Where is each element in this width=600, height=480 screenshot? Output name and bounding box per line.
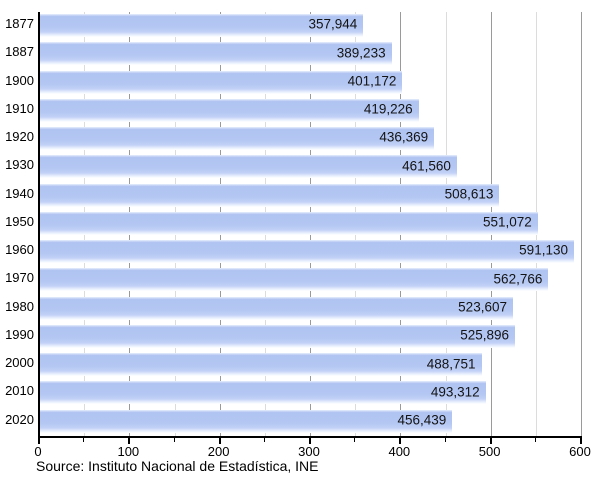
year-label: 1940: [5, 185, 34, 201]
year-label: 1970: [5, 270, 34, 286]
bar-row: 1910 419,226: [5, 97, 582, 125]
year-label: 1980: [5, 298, 34, 314]
bar: 461,560: [40, 155, 457, 179]
bar: 357,944: [40, 14, 364, 37]
bar-value-label: 562,766: [493, 271, 543, 287]
bar: 488,751: [40, 353, 482, 377]
bar-value-label: 461,560: [402, 158, 451, 174]
bar-row: 1990 525,896: [5, 323, 582, 351]
bar-row: 2020 456,439: [5, 408, 582, 436]
bar-value-label: 508,613: [444, 186, 494, 202]
minor-tick: [354, 438, 356, 442]
bar: 493,312: [40, 381, 486, 405]
bar: 401,172: [40, 70, 403, 94]
major-tick: [489, 438, 492, 444]
year-label: 1950: [5, 213, 34, 229]
bar: 551,072: [40, 211, 538, 235]
bar-row: 1960 591,130: [5, 238, 582, 266]
bar-row: 1940 508,613: [5, 182, 582, 210]
bar-value-label: 551,072: [482, 214, 532, 230]
bar-value-label: 357,944: [308, 16, 358, 32]
bar-value-label: 525,896: [460, 327, 510, 343]
minor-tick: [263, 438, 265, 442]
source-caption: Source: Instituto Nacional de Estadístic…: [36, 458, 319, 474]
major-tick: [399, 438, 402, 444]
bar: 562,766: [40, 268, 549, 292]
minor-tick: [173, 438, 175, 442]
x-axis-tick-layer: [38, 438, 582, 446]
major-tick: [309, 438, 311, 444]
bar-row: 1900 401,172: [5, 69, 582, 97]
minor-tick: [444, 438, 446, 442]
major-gridline: [581, 12, 582, 436]
bar-value-label: 456,439: [397, 412, 447, 428]
year-label: 1910: [5, 100, 34, 116]
year-label: 1887: [5, 44, 34, 60]
bar-row: 1950 551,072: [5, 210, 582, 238]
year-label: 2020: [5, 411, 34, 427]
bar-value-label: 389,233: [336, 45, 386, 61]
bar-row: 1877 357,944: [5, 12, 582, 40]
x-tick-label: 200: [207, 444, 230, 459]
bar-value-label: 591,130: [519, 242, 568, 258]
plot-area: 1877 357,944 1887 389,233 1900 401,172 1910 419…: [5, 12, 582, 438]
bar: 389,233: [40, 42, 392, 66]
major-tick: [38, 438, 40, 444]
bar-row: 2010 493,312: [5, 379, 582, 407]
bar-value-label: 401,172: [347, 73, 397, 89]
major-tick: [580, 438, 582, 444]
bar-value-label: 436,369: [379, 129, 429, 145]
year-label: 1990: [5, 326, 34, 342]
bar: 591,130: [40, 240, 574, 264]
year-label: 1960: [5, 242, 34, 258]
year-label: 1930: [5, 157, 34, 173]
major-tick: [218, 438, 221, 444]
bar: 523,607: [40, 296, 513, 320]
bar-value-label: 523,607: [458, 299, 507, 315]
x-tick-label: 100: [117, 444, 140, 459]
x-tick-label: 300: [298, 444, 320, 459]
minor-tick: [534, 438, 536, 442]
bar-row: 1930 461,560: [5, 153, 582, 181]
bar-value-label: 419,226: [363, 101, 413, 117]
bar: 419,226: [40, 98, 419, 122]
year-label: 2010: [5, 383, 34, 399]
bar-row: 1887 389,233: [5, 40, 582, 68]
x-tick-label: 600: [569, 444, 591, 459]
bar-value-label: 488,751: [426, 356, 476, 372]
bar-row: 1980 523,607: [5, 295, 582, 323]
bars-layer: 1877 357,944 1887 389,233 1900 401,172 1910 419…: [5, 12, 582, 436]
x-tick-label: 400: [388, 444, 411, 459]
minor-tick: [83, 438, 85, 442]
bar-value-label: 493,312: [430, 384, 480, 400]
x-tick-label: 0: [34, 444, 42, 459]
bar: 456,439: [40, 409, 453, 433]
bar: 508,613: [40, 183, 500, 207]
year-label: 2000: [5, 355, 34, 371]
bar: 525,896: [40, 324, 516, 348]
major-tick: [128, 438, 131, 444]
bar-row: 1920 436,369: [5, 125, 582, 153]
year-label: 1920: [5, 129, 34, 145]
year-label: 1877: [5, 16, 34, 31]
year-label: 1900: [5, 72, 34, 88]
bar-row: 1970 562,766: [5, 266, 582, 294]
bar-row: 2000 488,751: [5, 351, 582, 379]
x-tick-label: 500: [478, 444, 501, 459]
bar: 436,369: [40, 127, 435, 151]
